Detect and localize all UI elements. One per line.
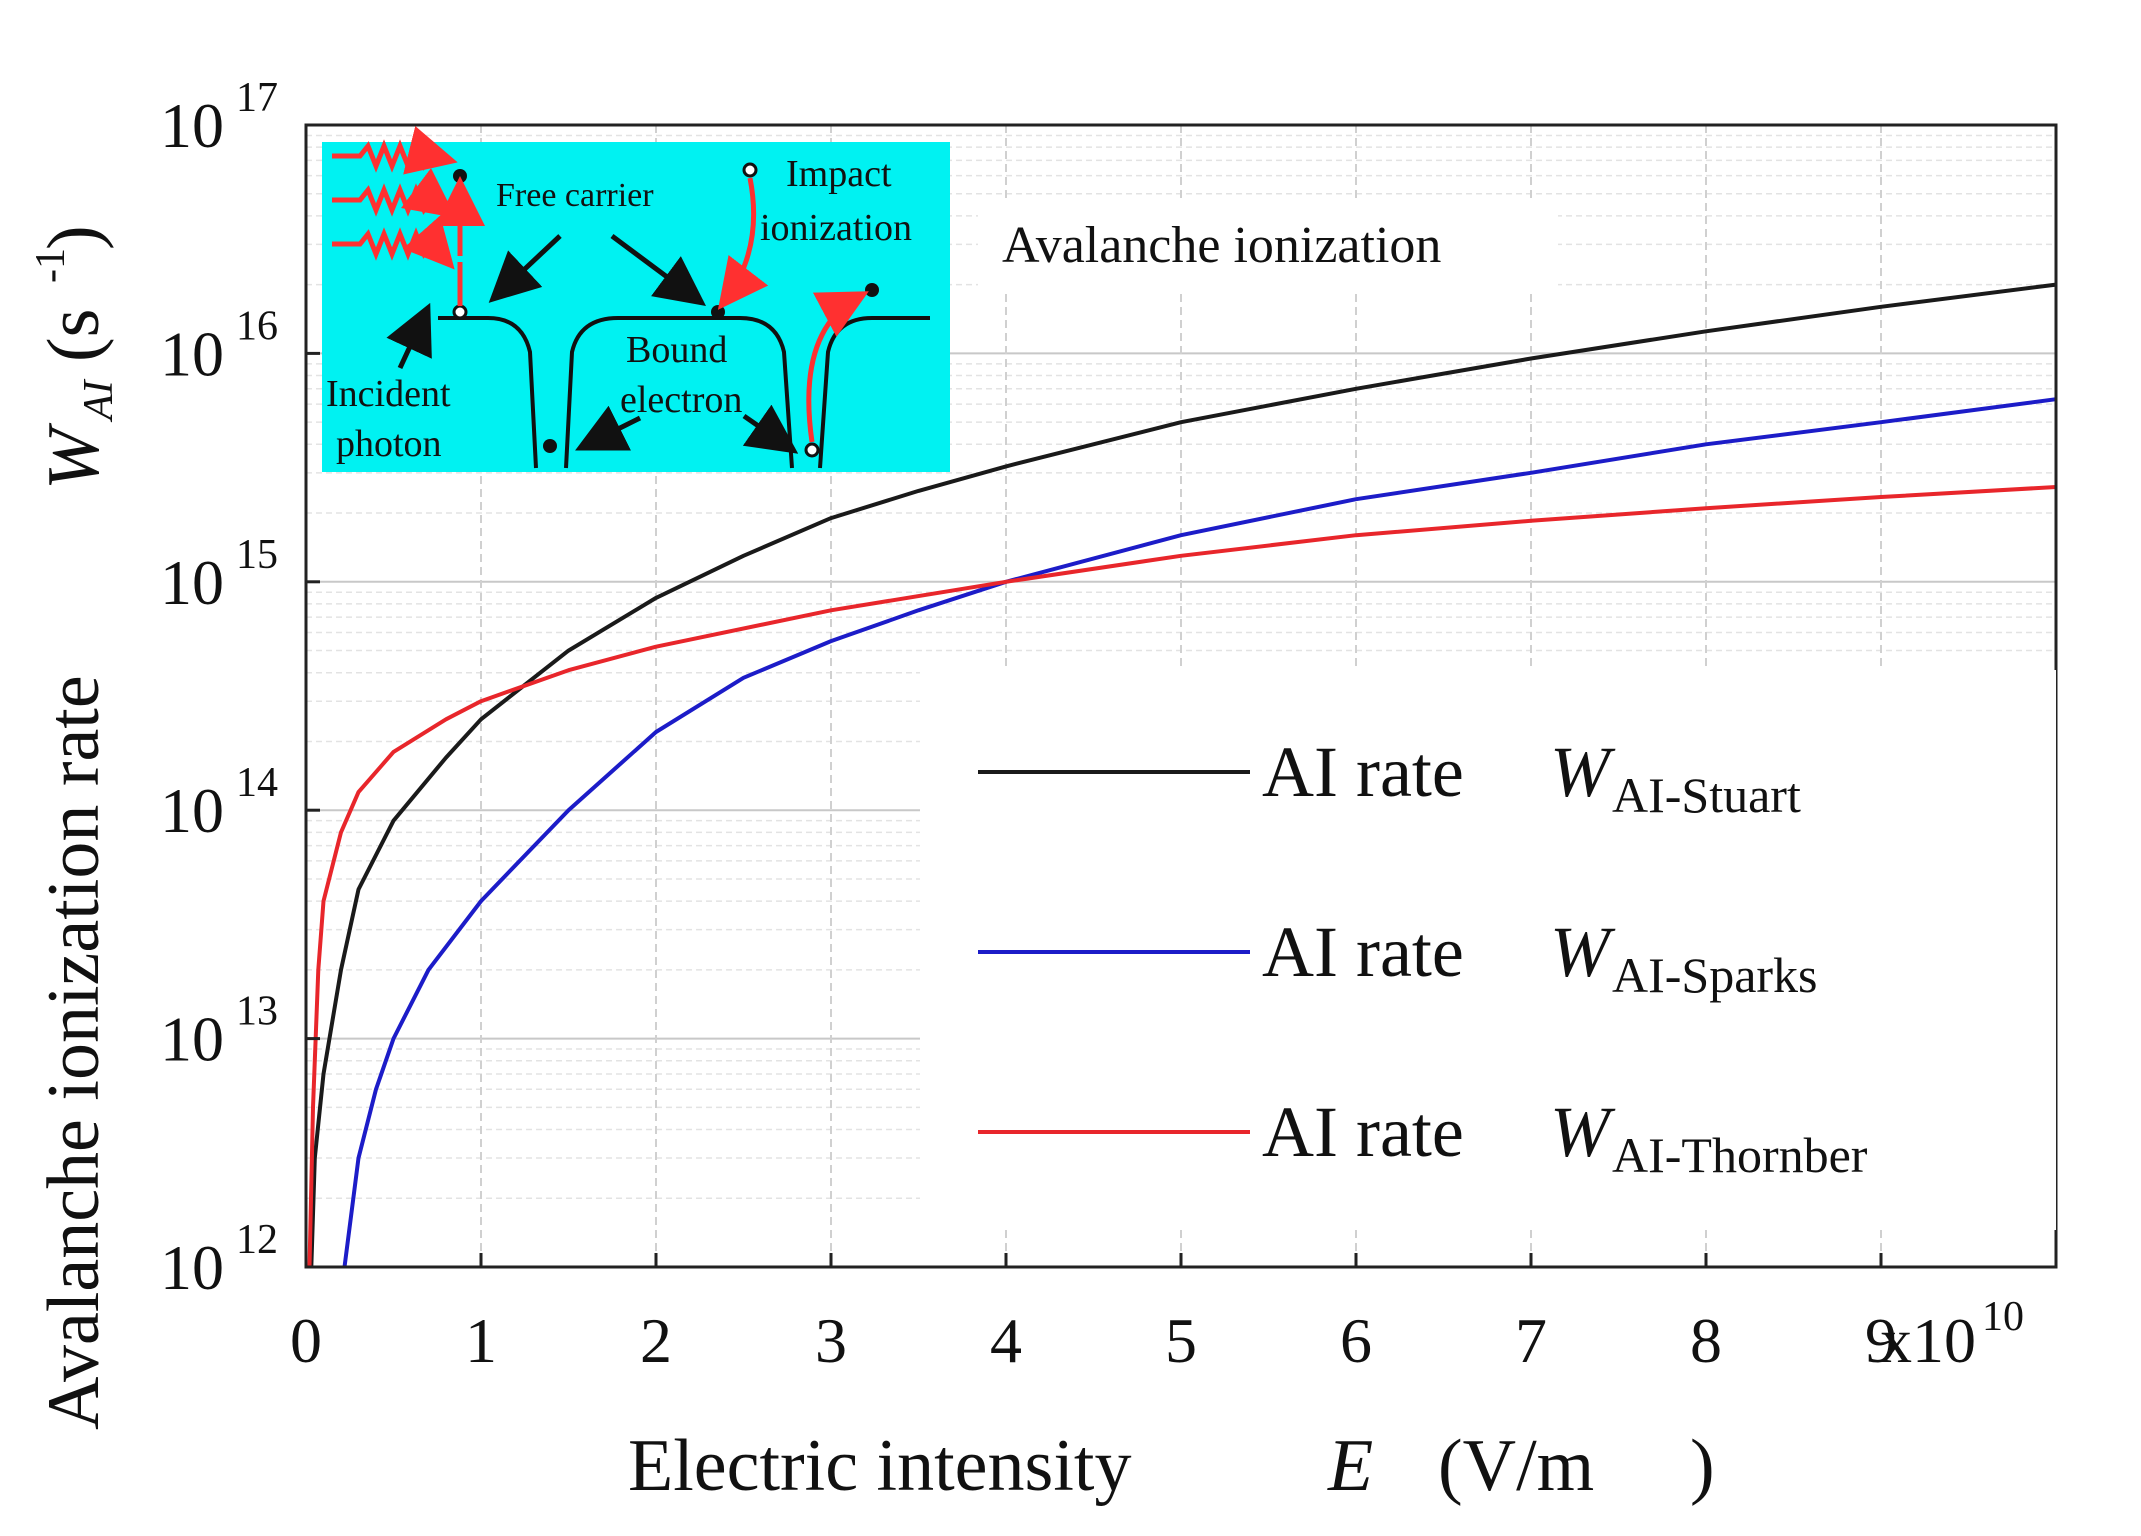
y-tick-exp: 15 (236, 532, 278, 578)
label-bound-line1: Bound (626, 329, 727, 371)
arrow-free-carrier-right (610, 233, 707, 306)
annotation-background (978, 200, 1558, 290)
annotation-text: Avalanche ionization (1002, 217, 1441, 274)
x-axis-unit-close: ) (1690, 1425, 1715, 1507)
x-scale-factor: x10 10 (1880, 1294, 2024, 1376)
y-axis-symbol-sub: AI (76, 378, 122, 423)
legend-sub-sparks: AI-Sparks (1612, 947, 1818, 1003)
y-tick-exp: 12 (236, 1217, 278, 1263)
x-tick-label: 4 (990, 1305, 1022, 1376)
y-tick-exp: 16 (236, 303, 278, 349)
y-axis-unit-close: ) (33, 225, 115, 250)
legend-symbol-stuart: W (1550, 732, 1616, 812)
arrow-free-carrier-left (488, 234, 562, 303)
y-tick-base: 10 (160, 90, 224, 161)
y-axis-title: Avalanche ionization rate W AI (s -1 ) (28, 225, 122, 1430)
legend-prefix-stuart: AI rate (1262, 732, 1464, 812)
x-axis-symbol: E (1327, 1425, 1373, 1507)
label-incident-line2: photon (336, 423, 442, 465)
potential-well-left (438, 316, 664, 469)
x-tick-label: 8 (1690, 1305, 1722, 1376)
bound-electron-left (543, 439, 557, 453)
arrow-bound-left (575, 405, 642, 451)
series-line-thornber (307, 485, 2057, 1268)
x-tick-label: 6 (1340, 1305, 1372, 1376)
y-tick-label: 10 14 (160, 760, 320, 846)
x-scale-exp: 10 (1982, 1294, 2024, 1340)
x-tick-labels: 0 1 2 3 4 5 6 7 8 9 (290, 1253, 1897, 1376)
free-electron-top (453, 169, 467, 183)
series-line-sparks (342, 397, 2057, 1268)
x-tick-label: 5 (1165, 1305, 1197, 1376)
inset-diagram: Free carrier Impact ionization Bound ele… (322, 126, 950, 472)
impact-electron (742, 162, 758, 178)
y-tick-label: 10 13 (160, 989, 320, 1075)
hole-left (452, 304, 468, 320)
x-axis-unit: (V/m (1438, 1425, 1594, 1507)
series-line-stuart (309, 282, 2057, 1268)
x-tick-label: 9 (1865, 1305, 1897, 1376)
y-tick-label: 10 17 (160, 75, 320, 161)
electron-at-barrier (711, 305, 725, 319)
y-tick-base: 10 (160, 1232, 224, 1303)
label-free-carrier: Free carrier (496, 177, 654, 214)
annotation: Avalanche ionization (978, 200, 1558, 290)
y-axis-label: Avalanche ionization rate (33, 675, 115, 1430)
x-tick-label: 3 (815, 1305, 847, 1376)
y-axis-symbol: W (33, 422, 115, 490)
incident-photons (332, 126, 460, 306)
legend-sub-stuart: AI-Stuart (1612, 767, 1801, 823)
legend-prefix-thornber: AI rate (1262, 1092, 1464, 1172)
y-tick-exp: 13 (236, 989, 278, 1035)
legend-symbol-sparks: W (1550, 912, 1616, 992)
y-tick-labels: 10 12 10 13 10 14 10 15 10 16 10 17 (160, 75, 320, 1303)
series-layer (307, 282, 2057, 1268)
y-tick-base: 10 (160, 318, 224, 389)
y-tick-label: 10 15 (160, 532, 320, 618)
y-tick-label: 10 16 (160, 303, 320, 389)
y-tick-exp: 14 (236, 760, 278, 806)
label-impact-line2: ionization (760, 207, 912, 249)
y-tick-base: 10 (160, 775, 224, 846)
label-bound-line2: electron (620, 379, 742, 421)
hole-right (804, 442, 820, 458)
x-scale-base: x10 (1880, 1305, 1976, 1376)
y-axis-unit-sup: -1 (28, 248, 74, 283)
y-tick-base: 10 (160, 1004, 224, 1075)
x-axis-title: Electric intensity E (V/m ) (628, 1425, 1715, 1507)
arrow-incident-photon (386, 302, 432, 370)
legend-sub-thornber: AI-Thornber (1612, 1127, 1868, 1183)
y-tick-base: 10 (160, 547, 224, 618)
label-incident-line1: Incident (326, 373, 451, 415)
y-tick-label: 10 12 (160, 1217, 320, 1303)
y-axis-unit: (s (33, 309, 115, 362)
legend-symbol-thornber: W (1550, 1092, 1616, 1172)
x-tick-label: 2 (640, 1305, 672, 1376)
x-tick-label: 1 (465, 1305, 497, 1376)
arrow-bound-right (742, 404, 799, 454)
label-impact-line1: Impact (786, 153, 892, 195)
x-tick-label: 0 (290, 1305, 322, 1376)
y-tick-exp: 17 (236, 75, 278, 121)
legend-item-sparks: AI rate W AI-Sparks (978, 912, 1818, 1003)
impact-arrow (717, 177, 769, 310)
photon-3 (332, 215, 455, 270)
legend-item-stuart: AI rate W AI-Stuart (978, 732, 1801, 823)
legend: AI rate W AI-Stuart AI rate W AI-Sparks … (920, 670, 2056, 1230)
pointer-arrows (386, 233, 799, 454)
ionized-electron (865, 283, 879, 297)
ionization-arrow (806, 291, 869, 443)
x-tick-label: 7 (1515, 1305, 1547, 1376)
legend-prefix-sparks: AI rate (1262, 912, 1464, 992)
legend-item-thornber: AI rate W AI-Thornber (978, 1092, 1868, 1183)
x-axis-label: Electric intensity (628, 1425, 1131, 1507)
